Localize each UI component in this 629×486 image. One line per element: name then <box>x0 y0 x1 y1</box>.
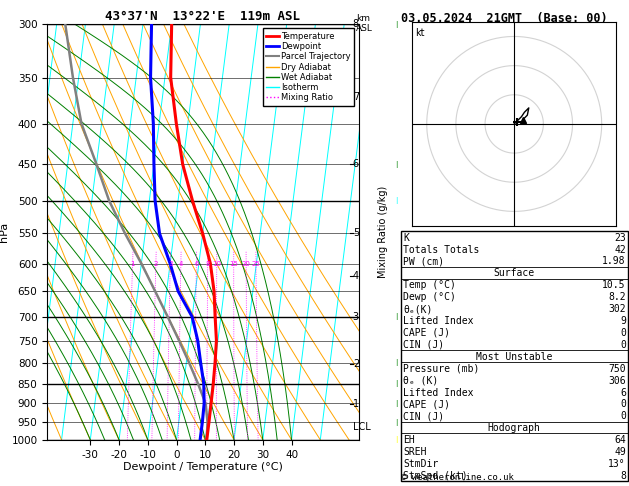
Legend: Temperature, Dewpoint, Parcel Trajectory, Dry Adiabat, Wet Adiabat, Isotherm, Mi: Temperature, Dewpoint, Parcel Trajectory… <box>263 29 354 105</box>
Text: 2: 2 <box>153 260 158 266</box>
Text: 306: 306 <box>608 376 626 386</box>
Text: 750: 750 <box>608 364 626 374</box>
Text: K: K <box>403 233 409 243</box>
Text: Most Unstable: Most Unstable <box>476 352 552 362</box>
Text: 5: 5 <box>353 228 359 239</box>
Text: © weatheronline.co.uk: © weatheronline.co.uk <box>401 473 513 482</box>
Text: 8.2: 8.2 <box>608 292 626 302</box>
Text: 0: 0 <box>620 328 626 338</box>
Y-axis label: hPa: hPa <box>0 222 9 242</box>
Text: CIN (J): CIN (J) <box>403 340 444 350</box>
Text: |: | <box>395 197 398 204</box>
Text: StmSpd (kt): StmSpd (kt) <box>403 471 468 481</box>
Text: 20: 20 <box>242 260 250 266</box>
Text: 1: 1 <box>353 399 359 409</box>
Text: 302: 302 <box>608 304 626 314</box>
Text: 0: 0 <box>620 412 626 421</box>
Text: 1.98: 1.98 <box>603 257 626 266</box>
Text: θₑ (K): θₑ (K) <box>403 376 438 386</box>
Text: 1: 1 <box>130 260 135 266</box>
Text: |: | <box>395 418 398 426</box>
Text: 4: 4 <box>179 260 183 266</box>
Text: 8: 8 <box>206 260 210 266</box>
Text: 6: 6 <box>620 387 626 398</box>
Text: 2: 2 <box>353 359 359 369</box>
Text: 13°: 13° <box>608 459 626 469</box>
Text: |: | <box>395 400 398 407</box>
Text: SREH: SREH <box>403 447 426 457</box>
Text: 64: 64 <box>614 435 626 445</box>
Text: 03.05.2024  21GMT  (Base: 00): 03.05.2024 21GMT (Base: 00) <box>401 12 607 25</box>
Text: km
ASL: km ASL <box>355 14 372 33</box>
Text: 4: 4 <box>353 271 359 281</box>
Text: Pressure (mb): Pressure (mb) <box>403 364 479 374</box>
Text: θₑ(K): θₑ(K) <box>403 304 433 314</box>
Text: 3: 3 <box>353 312 359 322</box>
Text: CAPE (J): CAPE (J) <box>403 399 450 410</box>
Text: |: | <box>395 359 398 366</box>
Text: PW (cm): PW (cm) <box>403 257 444 266</box>
Text: 7: 7 <box>353 92 359 102</box>
Title: 43°37'N  13°22'E  119m ASL: 43°37'N 13°22'E 119m ASL <box>105 10 301 23</box>
X-axis label: Dewpoint / Temperature (°C): Dewpoint / Temperature (°C) <box>123 462 283 472</box>
Text: CAPE (J): CAPE (J) <box>403 328 450 338</box>
Text: 8: 8 <box>620 471 626 481</box>
Text: LCL: LCL <box>353 422 370 432</box>
Text: 9: 9 <box>620 316 626 326</box>
Text: |: | <box>395 380 398 387</box>
Text: 6: 6 <box>353 159 359 169</box>
Text: 10: 10 <box>212 260 221 266</box>
Text: 23: 23 <box>614 233 626 243</box>
Text: Lifted Index: Lifted Index <box>403 387 474 398</box>
Text: CIN (J): CIN (J) <box>403 412 444 421</box>
Text: 0: 0 <box>620 340 626 350</box>
Text: 25: 25 <box>252 260 260 266</box>
Text: 0: 0 <box>620 399 626 410</box>
Text: 49: 49 <box>614 447 626 457</box>
Text: 3: 3 <box>168 260 172 266</box>
Text: Temp (°C): Temp (°C) <box>403 280 456 290</box>
Text: 15: 15 <box>230 260 238 266</box>
Text: Dewp (°C): Dewp (°C) <box>403 292 456 302</box>
Text: 6: 6 <box>194 260 199 266</box>
Text: Totals Totals: Totals Totals <box>403 244 479 255</box>
Text: Hodograph: Hodograph <box>487 423 541 434</box>
Text: Lifted Index: Lifted Index <box>403 316 474 326</box>
Text: |: | <box>395 21 398 28</box>
Text: 42: 42 <box>614 244 626 255</box>
Text: 10.5: 10.5 <box>603 280 626 290</box>
Text: StmDir: StmDir <box>403 459 438 469</box>
Text: kt: kt <box>415 28 425 38</box>
Text: Mixing Ratio (g/kg): Mixing Ratio (g/kg) <box>379 186 389 278</box>
Text: 8: 8 <box>353 19 359 29</box>
Text: Surface: Surface <box>494 268 535 278</box>
Text: EH: EH <box>403 435 415 445</box>
Text: |: | <box>395 313 398 320</box>
Text: |: | <box>395 436 398 443</box>
Text: |: | <box>395 161 398 168</box>
